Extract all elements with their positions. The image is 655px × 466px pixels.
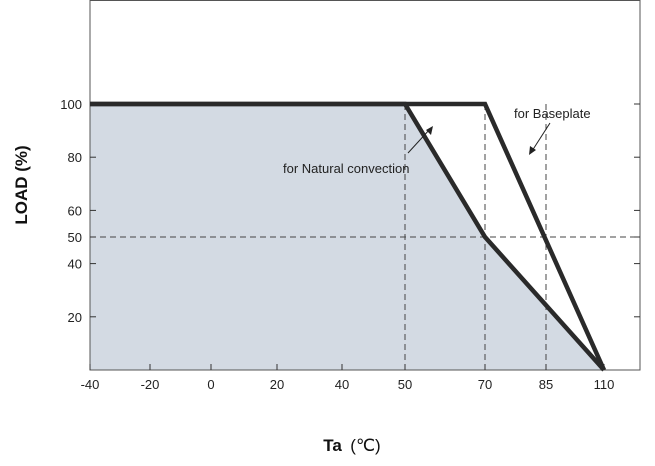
x-tick-label: 110 [594,377,615,392]
annotation-natural-arrow-head [426,126,433,135]
annotation-baseplate: for Baseplate [514,106,591,155]
annotation-natural-arrow-line [407,128,431,154]
x-tick-label: 50 [398,377,412,392]
y-axis-title: LOAD (%) [12,145,31,224]
y-tick-label: 40 [68,257,82,272]
y-tick-label: 80 [68,150,82,165]
plot-frame [89,0,641,371]
x-tick-label: 0 [207,377,214,392]
annotation-baseplate-arrow-head [529,146,536,155]
series-lines [90,101,607,372]
safe-operating-area [90,104,604,370]
annotation-natural-convection: for Natural convection [283,126,433,176]
x-axis-title: Ta (℃) [323,436,380,455]
annotation-baseplate-arrow-line [531,122,551,152]
x-tick-label: 20 [270,377,284,392]
x-tick-label: 85 [539,377,553,392]
x-axis-title-unit: (℃) [350,436,380,455]
y-tick-label: 60 [68,203,82,218]
y-tick-label: 20 [68,310,82,325]
area-fill-series-0 [90,104,604,370]
x-tick-label: -20 [141,377,160,392]
x-axis-title-main: Ta [323,436,342,455]
y-tick-label: 50 [68,230,82,245]
x-tick-label: 70 [478,377,492,392]
annotation-natural-label: for Natural convection [283,161,409,176]
x-tick-label: 40 [335,377,349,392]
axis-ticks: -40 -20 0 20 40 50 70 85 110 20 40 50 60 80 100 [60,97,640,392]
y-tick-label: 100 [60,97,82,112]
x-tick-label: -40 [81,377,100,392]
annotation-baseplate-label: for Baseplate [514,106,591,121]
series-line-0 [90,101,606,372]
